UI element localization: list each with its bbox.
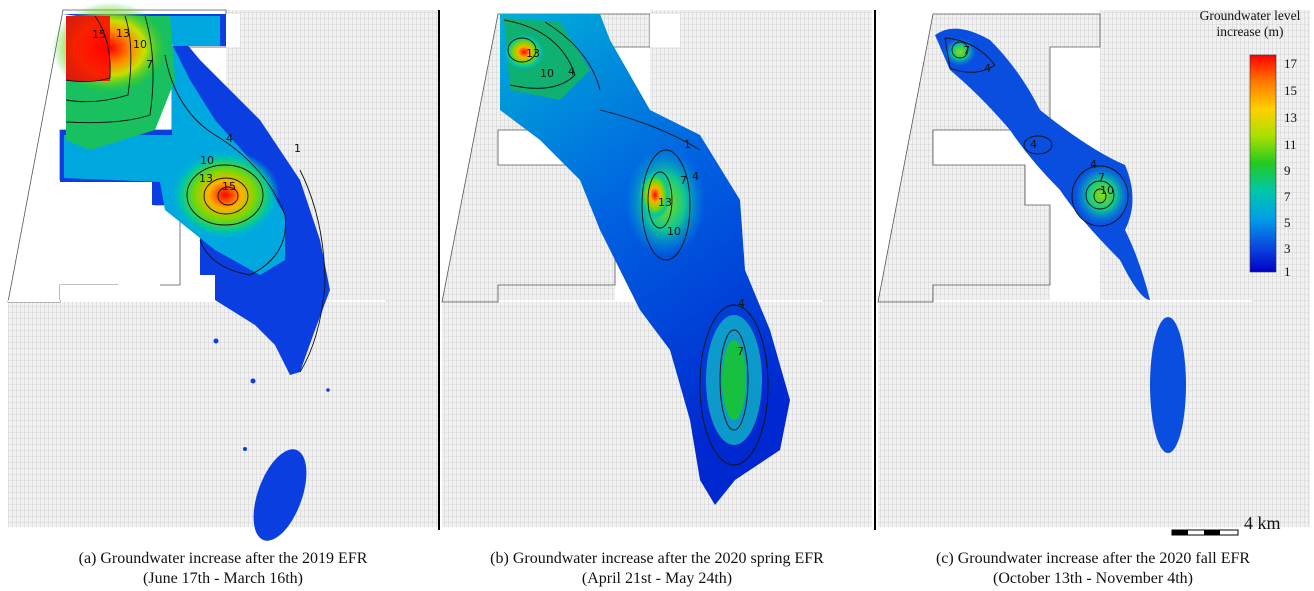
caption-line2: (April 21st - May 24th) bbox=[581, 570, 733, 587]
caption-panel-c: (c) Groundwater increase after the 2020 … bbox=[878, 549, 1308, 589]
caption-line2: (June 17th - March 16th) bbox=[143, 570, 303, 587]
contour-label: 7 bbox=[146, 58, 153, 71]
legend-tick: 15 bbox=[1284, 83, 1297, 98]
contour-labels: 7 4 4 4 7 10 bbox=[963, 44, 1114, 197]
contour-label: 13 bbox=[199, 172, 213, 185]
panel-a-map: 15 13 10 7 4 1 10 13 15 bbox=[7, 2, 438, 541]
legend-title-line2: increase (m) bbox=[1216, 24, 1284, 39]
hotspot-core-nw bbox=[66, 16, 110, 81]
contour-label: 13 bbox=[658, 196, 672, 209]
caption-line1: (a) Groundwater increase after the 2019 … bbox=[78, 550, 368, 567]
contour-label: 15 bbox=[92, 28, 106, 41]
legend-title: Groundwater level increase (m) bbox=[1188, 8, 1312, 40]
scale-bar-label: 4 km bbox=[1244, 513, 1281, 533]
contour-lines bbox=[65, 15, 326, 373]
contour-label: 15 bbox=[222, 180, 236, 193]
plume-south bbox=[253, 449, 307, 541]
contour-label: 10 bbox=[133, 38, 147, 51]
contour-label: 7 bbox=[737, 345, 744, 358]
legend-tick: 11 bbox=[1284, 137, 1297, 152]
legend-tick: 7 bbox=[1284, 189, 1291, 204]
caption-line2: (October 13th - November 4th) bbox=[993, 570, 1193, 587]
contour-label: 4 bbox=[984, 62, 991, 75]
legend-tick: 3 bbox=[1284, 241, 1291, 256]
caption-line1: (b) Groundwater increase after the 2020 … bbox=[490, 550, 824, 567]
caption-panel-a: (a) Groundwater increase after the 2019 … bbox=[8, 549, 438, 589]
contour-label: 7 bbox=[680, 174, 687, 187]
plume-base bbox=[935, 28, 1150, 300]
contour-label: 4 bbox=[226, 132, 233, 145]
contour-label: 10 bbox=[667, 225, 681, 238]
contour-label: 10 bbox=[1100, 184, 1114, 197]
contour-label: 1 bbox=[294, 142, 301, 155]
contour-label: 7 bbox=[1098, 171, 1105, 184]
grid-mesh-right bbox=[226, 10, 438, 527]
legend-tick: 17 bbox=[1284, 56, 1297, 71]
contour-label: 4 bbox=[568, 65, 575, 78]
contour-label: 7 bbox=[963, 44, 970, 57]
plume-south bbox=[1150, 317, 1186, 453]
legend-tick: 1 bbox=[1284, 264, 1291, 279]
legend-title-line1: Groundwater level bbox=[1199, 8, 1301, 23]
grid-mesh-lower bbox=[8, 302, 438, 527]
contour-label: 10 bbox=[200, 154, 214, 167]
contour-label: 4 bbox=[1090, 158, 1097, 171]
caption-line1: (c) Groundwater increase after the 2020 … bbox=[935, 550, 1251, 567]
contour-label: 4 bbox=[692, 170, 699, 183]
hotspot-center bbox=[170, 150, 280, 240]
contour-label: 13 bbox=[116, 27, 130, 40]
legend-tick: 9 bbox=[1284, 163, 1291, 178]
contour-label: 1 bbox=[684, 138, 691, 151]
panel-c-map: 7 4 4 4 7 10 bbox=[877, 10, 1310, 536]
contour-label: 10 bbox=[540, 67, 554, 80]
caption-panel-b: (b) Groundwater increase after the 2020 … bbox=[442, 549, 872, 589]
contour-label: 4 bbox=[738, 297, 745, 310]
contour-label: 4 bbox=[1030, 138, 1037, 151]
scale-bar bbox=[1171, 529, 1239, 536]
legend-tick: 13 bbox=[1284, 110, 1297, 125]
panel-b-map: 13 10 4 1 7 4 13 10 4 7 bbox=[441, 10, 872, 527]
contour-label: 13 bbox=[526, 47, 540, 60]
contour-labels: 13 10 4 1 7 4 13 10 4 7 bbox=[526, 47, 745, 358]
contour-labels: 15 13 10 7 4 1 10 13 15 bbox=[92, 27, 301, 193]
legend-colorbar bbox=[1249, 54, 1277, 273]
legend-tick: 5 bbox=[1284, 215, 1291, 230]
